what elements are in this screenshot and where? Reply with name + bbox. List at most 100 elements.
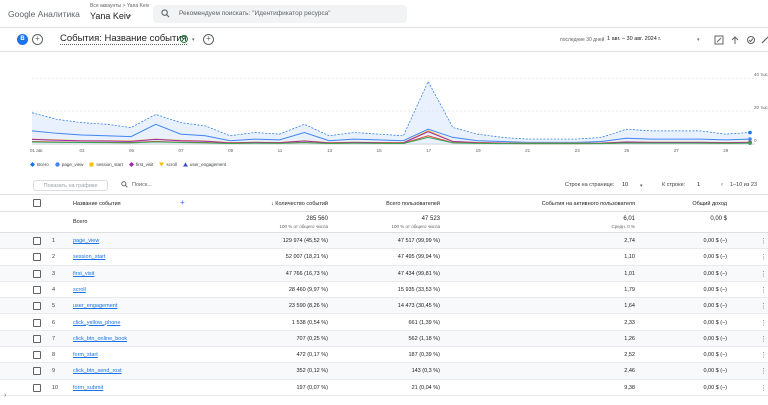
account-selector[interactable]: Yana Keiv — [90, 11, 131, 21]
select-all-checkbox[interactable] — [33, 199, 41, 207]
more-vert-icon[interactable]: ⋮ — [760, 270, 767, 278]
legend-item[interactable]: session_start — [89, 162, 123, 167]
table-row[interactable]: 8 form_start 472 (0,17 %) 187 (0,39 %) 2,52 0… — [0, 347, 768, 364]
share-icon[interactable] — [730, 35, 740, 45]
table-row[interactable]: 9 click_btn_send_rost 352 (0,12 %) 143 (0,3… — [0, 363, 768, 380]
y-tick-label: 20 тыс. — [754, 105, 768, 110]
revenue-cell: 0,00 $ (–) — [703, 352, 727, 359]
event-name-link[interactable]: session_start — [73, 254, 106, 261]
totals-label: Всего — [73, 219, 88, 225]
chevron-down-icon[interactable]: ▾ — [192, 37, 195, 43]
date-preset-label[interactable]: последние 30 дней — [560, 37, 605, 43]
row-checkbox[interactable] — [33, 318, 41, 327]
more-vert-icon[interactable]: ⋮ — [760, 352, 767, 360]
more-vert-icon[interactable]: ⋮ — [760, 303, 767, 311]
table-row[interactable]: 1 page_view 129 974 (45,52 %) 47 517 (99,99… — [0, 233, 768, 250]
col-event-name[interactable]: Название события — [73, 201, 121, 207]
add-filter-icon[interactable]: + — [203, 34, 214, 45]
chevron-down-icon[interactable]: ▾ — [128, 14, 132, 20]
table-row[interactable]: 6 click_yellow_phone 1 538 (0,54 %) 661 (1,… — [0, 315, 768, 331]
users-cell: 21 (0,04 %) — [411, 384, 440, 391]
row-checkbox[interactable] — [33, 351, 41, 360]
more-vert-icon[interactable]: ⋮ — [760, 238, 767, 245]
comparison-badge[interactable]: B — [17, 34, 28, 45]
table-row[interactable]: 4 scroll 28 460 (9,97 %) 15 935 (33,53 %) 1,… — [0, 282, 768, 299]
col-total-revenue[interactable]: Общий доход — [692, 201, 727, 207]
table-row[interactable]: 5 user_engagement 23 590 (8,26 %) 14 473 (3… — [0, 298, 768, 315]
event-name-link[interactable]: user_engagement — [73, 303, 118, 310]
event-count-cell: 129 974 (45,52 %) — [282, 238, 328, 244]
row-checkbox[interactable] — [33, 285, 41, 294]
event-name-link[interactable]: page_view — [73, 238, 100, 244]
table-row[interactable]: 10 form_submit 197 (0,07 %) 21 (0,04 %) 9,38… — [0, 380, 768, 396]
x-tick-label: 05 — [129, 148, 135, 153]
check-circle-icon[interactable]: ✓ — [180, 35, 188, 43]
x-tick-label: 01 авг. — [30, 148, 44, 153]
expand-nav-icon[interactable]: › — [4, 392, 7, 399]
events-line-chart[interactable]: 40 тыс. 20 тыс. 0 01 авг. 03 05 07 09 11 13 15 17 19… — [0, 52, 768, 170]
search-icon — [161, 9, 170, 18]
legend-triangle-down-icon — [159, 162, 165, 166]
more-vert-icon[interactable]: ⋮ — [760, 319, 767, 327]
series-end-point — [748, 130, 752, 135]
top-bar: Google Аналитика Все аккаунты > Yana Kei… — [0, 0, 768, 28]
revenue-cell: 0,00 $ (–) — [703, 254, 727, 261]
event-name-link[interactable]: scroll — [73, 286, 86, 293]
row-checkbox[interactable] — [33, 269, 41, 278]
add-comparison-icon[interactable]: + — [32, 34, 43, 45]
customize-icon[interactable] — [760, 35, 768, 45]
rows-per-page-select[interactable]: 10 — [622, 182, 629, 188]
y-tick-label: 0 — [754, 138, 757, 143]
legend-item[interactable]: page_view — [55, 161, 83, 167]
rows-per-page-label: Строк на странице: — [565, 182, 615, 188]
row-checkbox[interactable] — [33, 302, 41, 311]
row-checkbox[interactable] — [33, 383, 41, 392]
insights-icon[interactable] — [746, 35, 756, 45]
row-checkbox[interactable] — [33, 367, 41, 376]
table-row[interactable]: 3 first_visit 47 766 (16,73 %) 47 434 (99,8… — [0, 265, 768, 282]
app-logo[interactable]: Google Аналитика — [8, 9, 80, 19]
table-row[interactable]: 7 click_btn_online_book 707 (0,25 %) 562 (1… — [0, 330, 768, 348]
chevron-down-icon[interactable]: ▾ — [697, 37, 700, 43]
per-user-cell: 2,74 — [624, 238, 635, 244]
legend-circle-icon — [55, 161, 60, 167]
legend-item[interactable]: scroll — [159, 162, 177, 167]
event-name-link[interactable]: first_visit — [73, 270, 95, 277]
row-checkbox[interactable] — [33, 334, 41, 343]
table-row[interactable]: 2 session_start 52 007 (18,21 %) 47 495 (99… — [0, 249, 768, 266]
event-name-link[interactable]: form_start — [73, 352, 98, 359]
revenue-cell: 0,00 $ (–) — [703, 368, 727, 375]
more-vert-icon[interactable]: ⋮ — [760, 368, 767, 376]
add-dimension-icon[interactable]: + — [180, 198, 185, 207]
search-input[interactable]: Рекомендуем поискать: "Идентификатор рес… — [153, 5, 407, 23]
legend-square-icon — [89, 162, 94, 166]
legend-item[interactable]: user_engagement — [182, 162, 226, 167]
row-checkbox[interactable] — [33, 237, 41, 245]
legend-item[interactable]: first_visit — [128, 161, 153, 167]
col-total-users[interactable]: Всего пользователей — [386, 201, 440, 207]
event-name-link[interactable]: click_yellow_phone — [73, 319, 121, 326]
date-range[interactable]: 1 авг. – 30 авг. 2024 г. — [607, 36, 662, 42]
chevron-left-icon[interactable]: ‹ — [721, 182, 723, 188]
event-name-link[interactable]: form_submit — [73, 384, 104, 391]
event-count-cell: 47 766 (16,73 %) — [285, 270, 328, 277]
edit-report-icon[interactable] — [714, 35, 724, 45]
row-checkbox[interactable] — [33, 253, 41, 262]
plot-rows-button[interactable]: Показать на графике — [33, 180, 108, 191]
event-name-link[interactable]: click_btn_send_rost — [73, 368, 122, 375]
legend-item[interactable]: Всего — [30, 161, 49, 167]
more-vert-icon[interactable]: ⋮ — [760, 254, 767, 262]
chevron-down-icon[interactable]: ▾ — [640, 183, 643, 189]
more-vert-icon[interactable]: ⋮ — [760, 335, 767, 343]
account-breadcrumb[interactable]: Все аккаунты > Yana Keiv — [90, 3, 150, 9]
col-events-per-user[interactable]: События на активного пользователя — [541, 201, 635, 207]
more-vert-icon[interactable]: ⋮ — [760, 384, 767, 392]
more-vert-icon[interactable]: ⋮ — [760, 286, 767, 294]
goto-row-input[interactable]: 1 — [697, 182, 701, 188]
revenue-cell: 0,00 $ (–) — [703, 384, 727, 391]
y-tick-label: 40 тыс. — [754, 72, 768, 77]
col-event-count[interactable]: ↓ Количество событий — [271, 201, 328, 207]
row-number: 7 — [52, 335, 56, 342]
table-search-input[interactable]: Поиск... — [132, 182, 152, 188]
event-name-link[interactable]: click_btn_online_book — [73, 335, 128, 342]
